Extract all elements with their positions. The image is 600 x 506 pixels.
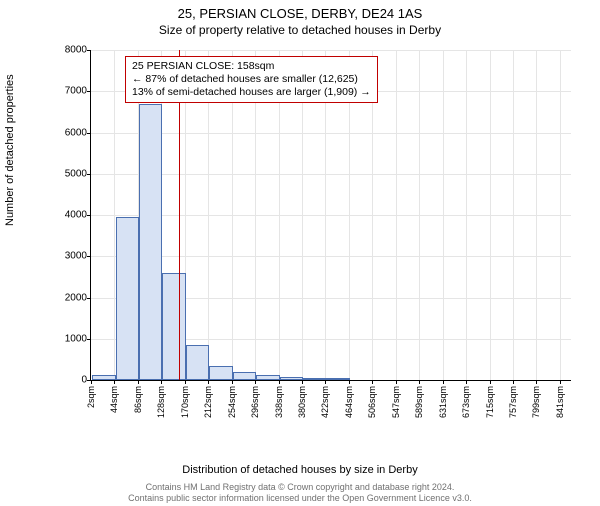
x-tick-mark bbox=[161, 380, 162, 384]
x-tick-label: 44sqm bbox=[109, 386, 119, 413]
x-tick-label: 799sqm bbox=[531, 386, 541, 418]
x-tick-label: 86sqm bbox=[133, 386, 143, 413]
x-tick-mark bbox=[443, 380, 444, 384]
x-tick-mark bbox=[255, 380, 256, 384]
x-tick-mark bbox=[232, 380, 233, 384]
histogram-bar bbox=[139, 104, 162, 380]
x-tick-mark bbox=[513, 380, 514, 384]
x-tick-label: 589sqm bbox=[414, 386, 424, 418]
x-tick-label: 631sqm bbox=[438, 386, 448, 418]
histogram-bar bbox=[280, 377, 303, 380]
x-tick-label: 715sqm bbox=[485, 386, 495, 418]
histogram-bar bbox=[327, 378, 350, 380]
x-tick-mark bbox=[466, 380, 467, 384]
x-tick-label: 673sqm bbox=[461, 386, 471, 418]
x-axis-label: Distribution of detached houses by size … bbox=[0, 464, 600, 476]
chart-container: 0100020003000400050006000700080002sqm44s… bbox=[50, 50, 570, 430]
x-tick-label: 757sqm bbox=[508, 386, 518, 418]
gridline-v bbox=[490, 50, 491, 380]
y-tick-label: 5000 bbox=[65, 168, 91, 179]
x-tick-mark bbox=[325, 380, 326, 384]
gridline-v bbox=[443, 50, 444, 380]
gridline-h bbox=[91, 174, 571, 175]
gridline-v bbox=[536, 50, 537, 380]
annotation-box: 25 PERSIAN CLOSE: 158sqm ← 87% of detach… bbox=[125, 56, 378, 103]
x-tick-label: 338sqm bbox=[274, 386, 284, 418]
x-tick-mark bbox=[279, 380, 280, 384]
x-tick-mark bbox=[302, 380, 303, 384]
x-tick-label: 506sqm bbox=[367, 386, 377, 418]
gridline-v bbox=[419, 50, 420, 380]
x-tick-label: 128sqm bbox=[156, 386, 166, 418]
gridline-v bbox=[396, 50, 397, 380]
x-tick-label: 841sqm bbox=[555, 386, 565, 418]
x-tick-mark bbox=[396, 380, 397, 384]
x-tick-label: 2sqm bbox=[86, 386, 96, 408]
x-tick-mark bbox=[490, 380, 491, 384]
y-tick-label: 1000 bbox=[65, 333, 91, 344]
y-tick-label: 8000 bbox=[65, 45, 91, 56]
histogram-bar bbox=[162, 273, 185, 380]
annotation-line: 13% of semi-detached houses are larger (… bbox=[132, 86, 371, 99]
y-axis-label: Number of detached properties bbox=[4, 74, 16, 226]
gridline-h bbox=[91, 50, 571, 51]
gridline-h bbox=[91, 215, 571, 216]
histogram-bar bbox=[116, 217, 139, 380]
histogram-bar bbox=[256, 375, 279, 380]
gridline-v bbox=[466, 50, 467, 380]
gridline-h bbox=[91, 256, 571, 257]
annotation-line: 25 PERSIAN CLOSE: 158sqm bbox=[132, 60, 371, 73]
y-tick-label: 2000 bbox=[65, 292, 91, 303]
x-tick-mark bbox=[138, 380, 139, 384]
annotation-line: ← 87% of detached houses are smaller (12… bbox=[132, 73, 371, 86]
footer-line: Contains public sector information licen… bbox=[0, 493, 600, 504]
x-tick-mark bbox=[91, 380, 92, 384]
footer-line: Contains HM Land Registry data © Crown c… bbox=[0, 482, 600, 493]
footer: Contains HM Land Registry data © Crown c… bbox=[0, 482, 600, 504]
x-tick-label: 547sqm bbox=[391, 386, 401, 418]
x-tick-mark bbox=[349, 380, 350, 384]
page-title: 25, PERSIAN CLOSE, DERBY, DE24 1AS bbox=[0, 6, 600, 21]
x-tick-mark bbox=[185, 380, 186, 384]
y-tick-label: 4000 bbox=[65, 210, 91, 221]
x-tick-label: 296sqm bbox=[250, 386, 260, 418]
x-tick-label: 380sqm bbox=[297, 386, 307, 418]
x-tick-mark bbox=[536, 380, 537, 384]
x-tick-label: 464sqm bbox=[344, 386, 354, 418]
histogram-bar bbox=[303, 378, 326, 380]
x-tick-label: 170sqm bbox=[180, 386, 190, 418]
y-tick-label: 7000 bbox=[65, 86, 91, 97]
y-tick-label: 0 bbox=[81, 375, 91, 386]
x-tick-label: 254sqm bbox=[227, 386, 237, 418]
gridline-h bbox=[91, 133, 571, 134]
x-tick-label: 422sqm bbox=[320, 386, 330, 418]
histogram-bar bbox=[233, 372, 256, 380]
x-tick-mark bbox=[419, 380, 420, 384]
x-tick-mark bbox=[114, 380, 115, 384]
x-tick-mark bbox=[208, 380, 209, 384]
x-tick-label: 212sqm bbox=[203, 386, 213, 418]
histogram-bar bbox=[92, 375, 115, 380]
gridline-v bbox=[560, 50, 561, 380]
x-tick-mark bbox=[372, 380, 373, 384]
histogram-bar bbox=[209, 366, 232, 380]
y-tick-label: 3000 bbox=[65, 251, 91, 262]
gridline-v bbox=[513, 50, 514, 380]
y-tick-label: 6000 bbox=[65, 127, 91, 138]
page-subtitle: Size of property relative to detached ho… bbox=[0, 23, 600, 37]
histogram-bar bbox=[186, 345, 209, 380]
x-tick-mark bbox=[560, 380, 561, 384]
